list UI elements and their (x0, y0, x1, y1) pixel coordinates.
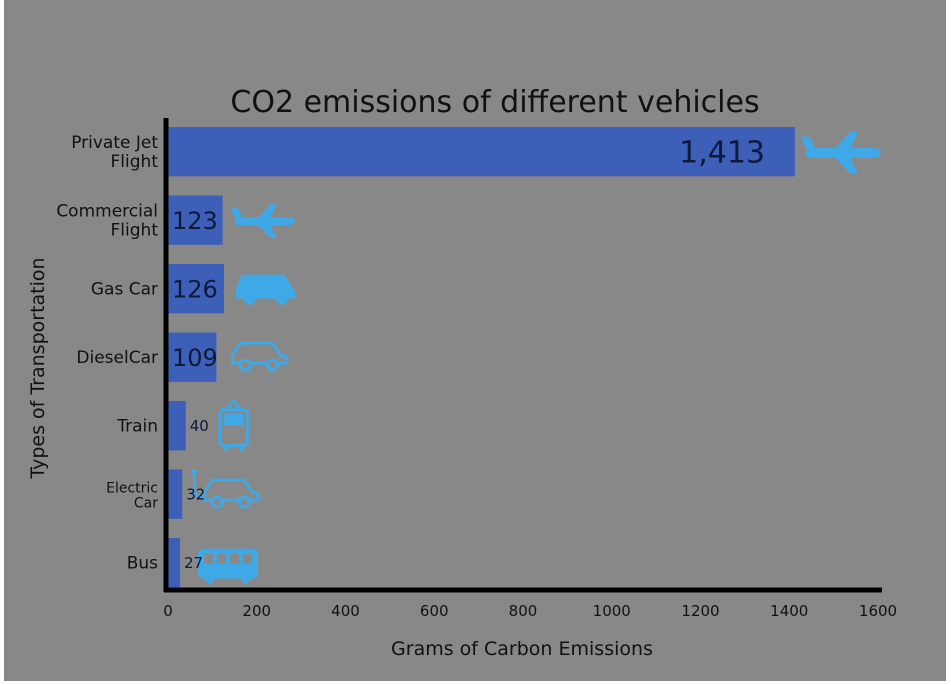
bar-bus (168, 538, 180, 588)
value-label-dieselcar: 109 (172, 344, 218, 372)
category-label-private-jet-flight: Private Jet Flight (71, 133, 158, 172)
tram-icon (218, 399, 250, 452)
y-axis-title: Types of Transportation (27, 257, 49, 479)
x-tick-600: 600 (420, 602, 449, 620)
category-label-bus: Bus (127, 554, 158, 574)
category-label-dieselcar: DieselCar (76, 348, 158, 368)
x-tick-400: 400 (331, 602, 360, 620)
x-tick-1200: 1200 (681, 602, 719, 620)
airplane-icon (230, 204, 295, 239)
category-label-electric-car: Electric Car (106, 481, 158, 512)
value-label-bus: 27 (184, 554, 203, 572)
x-tick-1000: 1000 (593, 602, 631, 620)
car-outline-icon (230, 341, 288, 372)
car-icon (235, 274, 296, 305)
category-label-commercial-flight: Commercial Flight (56, 202, 158, 241)
x-tick-0: 0 (163, 602, 173, 620)
bar-private-jet-flight (168, 127, 796, 177)
chart-background (4, 0, 946, 681)
bar-gas-car (168, 264, 224, 314)
bar-electric-car (168, 469, 183, 519)
electric-car-icon (191, 469, 260, 509)
value-label-private-jet-flight: 1,413 (679, 135, 765, 170)
chart-title: CO2 emissions of different vehicles (230, 85, 759, 120)
value-label-commercial-flight: 123 (172, 207, 218, 235)
value-label-train: 40 (190, 417, 209, 435)
bar-train (168, 401, 186, 451)
bar-commercial-flight (168, 195, 223, 245)
bus-icon (197, 548, 258, 584)
x-axis-title: Grams of Carbon Emissions (391, 638, 653, 660)
category-label-train: Train (116, 417, 158, 437)
bar-dieselcar (168, 332, 217, 382)
category-label-gas-car: Gas Car (91, 280, 158, 300)
value-label-gas-car: 126 (172, 275, 218, 303)
x-tick-1400: 1400 (770, 602, 808, 620)
value-label-electric-car: 32 (186, 486, 205, 504)
airplane-icon (800, 131, 881, 175)
x-tick-1600: 1600 (859, 602, 897, 620)
x-tick-200: 200 (242, 602, 271, 620)
x-tick-800: 800 (509, 602, 538, 620)
